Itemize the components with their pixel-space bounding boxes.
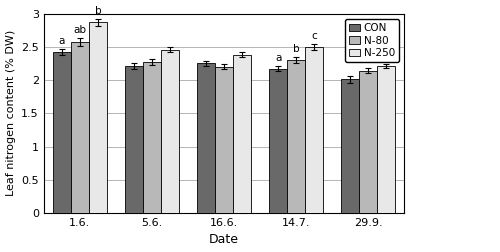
- Text: c: c: [312, 31, 317, 41]
- Bar: [305, 47, 324, 213]
- Bar: [197, 64, 215, 213]
- Bar: [269, 69, 287, 213]
- Bar: [143, 62, 161, 213]
- Bar: [360, 71, 378, 213]
- Text: ab: ab: [74, 25, 86, 35]
- Bar: [233, 55, 251, 213]
- Bar: [71, 42, 89, 213]
- Bar: [161, 49, 179, 213]
- Bar: [215, 67, 233, 213]
- Bar: [89, 22, 107, 213]
- Bar: [287, 60, 305, 213]
- Bar: [52, 52, 71, 213]
- Text: b: b: [293, 44, 300, 54]
- Text: b: b: [94, 6, 101, 16]
- Bar: [125, 66, 143, 213]
- X-axis label: Date: Date: [209, 233, 239, 246]
- Text: a: a: [275, 53, 281, 63]
- Bar: [342, 79, 359, 213]
- Text: a: a: [58, 36, 65, 46]
- Y-axis label: Leaf nitrogen content (% DW): Leaf nitrogen content (% DW): [6, 30, 16, 197]
- Bar: [378, 66, 396, 213]
- Legend: CON, N-80, N-250: CON, N-80, N-250: [345, 19, 399, 62]
